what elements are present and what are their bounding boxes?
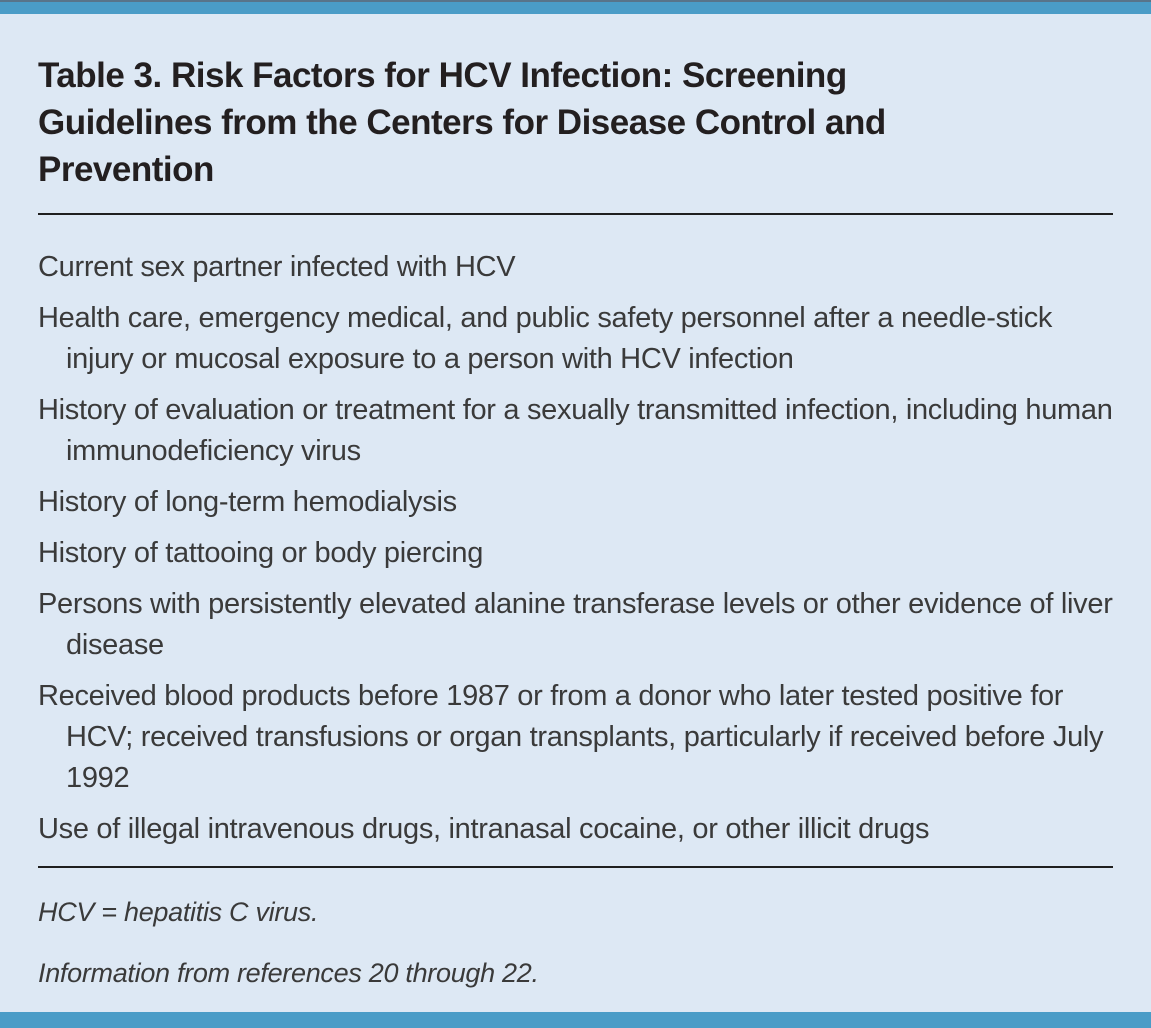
risk-factor-item: Health care, emergency medical, and publ… [38,302,1053,375]
abbreviation-note: HCV = hepatitis C virus. [38,897,319,927]
risk-factor-item: Current sex partner infected with HCV [38,251,516,283]
title-divider [38,213,1113,215]
risk-factor-item: History of tattooing or body piercing [38,537,484,569]
top-accent-bar [0,0,1151,14]
table-title: Table 3. Risk Factors for HCV Infection:… [38,56,886,189]
footnote-divider [38,866,1113,868]
risk-factor-item: Received blood products before 1987 or f… [38,680,1104,794]
risk-factor-list: Current sex partner infected with HCV Hea… [38,247,1113,850]
bottom-accent-bar [0,1012,1151,1028]
risk-factor-item: History of evaluation or treatment for a… [38,394,1113,467]
source-note: Information from references 20 through 2… [38,958,539,988]
risk-factor-item: Persons with persistently elevated alani… [38,588,1113,661]
risk-factor-item: History of long-term hemodialysis [38,486,457,518]
risk-factor-item: Use of illegal intravenous drugs, intran… [38,813,930,845]
table-panel: Table 3. Risk Factors for HCV Infection:… [38,14,1113,990]
